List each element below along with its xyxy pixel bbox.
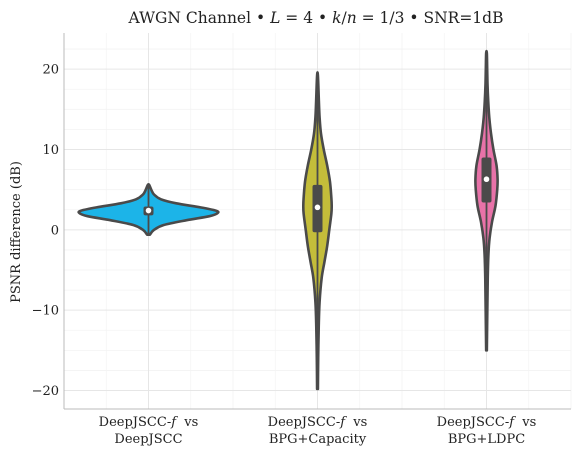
y-tick-label: 10	[42, 143, 59, 158]
x-category-vs: vs	[345, 415, 367, 430]
title-L-symbol: L	[269, 9, 280, 27]
title-k-symbol: k	[332, 9, 341, 27]
x-category-italic-f: f	[170, 415, 178, 430]
median-dot-3	[483, 176, 490, 183]
x-category-prefix: DeepJSCC-	[268, 415, 341, 430]
title-n-symbol: n	[347, 9, 357, 27]
title-kn-value: = 1/3 • SNR=1dB	[357, 9, 504, 27]
x-category-label-1-line1: DeepJSCC-f vs	[99, 415, 199, 430]
title-slash: /	[341, 9, 347, 27]
violins	[77, 49, 499, 391]
x-category-italic-f: f	[508, 415, 516, 430]
x-category-label-3-line1: DeepJSCC-f vs	[437, 415, 537, 430]
y-tick-label: −20	[32, 384, 59, 399]
chart-title: AWGN Channel • L = 4 • k/n = 1/3 • SNR=1…	[128, 9, 504, 27]
median-dot-2	[314, 204, 321, 211]
x-labels: DeepJSCC-f vs DeepJSCC DeepJSCC-f vs BPG+Ca…	[99, 415, 537, 447]
x-category-label-2-line2: BPG+Capacity	[269, 432, 367, 447]
title-prefix: AWGN Channel •	[128, 9, 271, 27]
y-ticks: −20 −10 0 10 20	[32, 63, 59, 399]
x-category-prefix: DeepJSCC-	[437, 415, 510, 430]
y-tick-label: 20	[42, 63, 59, 78]
x-category-label-3-line2: BPG+LDPC	[448, 432, 525, 447]
x-category-label-1-line2: DeepJSCC	[114, 432, 182, 447]
median-dot-1	[145, 207, 152, 214]
y-tick-label: −10	[32, 304, 59, 319]
y-axis-label: PSNR difference (dB)	[9, 161, 24, 303]
y-tick-label: 0	[51, 223, 59, 238]
x-category-vs: vs	[176, 415, 198, 430]
title-L-value: = 4 •	[280, 9, 332, 27]
x-category-prefix: DeepJSCC-	[99, 415, 172, 430]
x-category-label-2-line1: DeepJSCC-f vs	[268, 415, 368, 430]
x-category-vs: vs	[514, 415, 536, 430]
x-category-italic-f: f	[339, 415, 347, 430]
axes	[63, 33, 571, 410]
